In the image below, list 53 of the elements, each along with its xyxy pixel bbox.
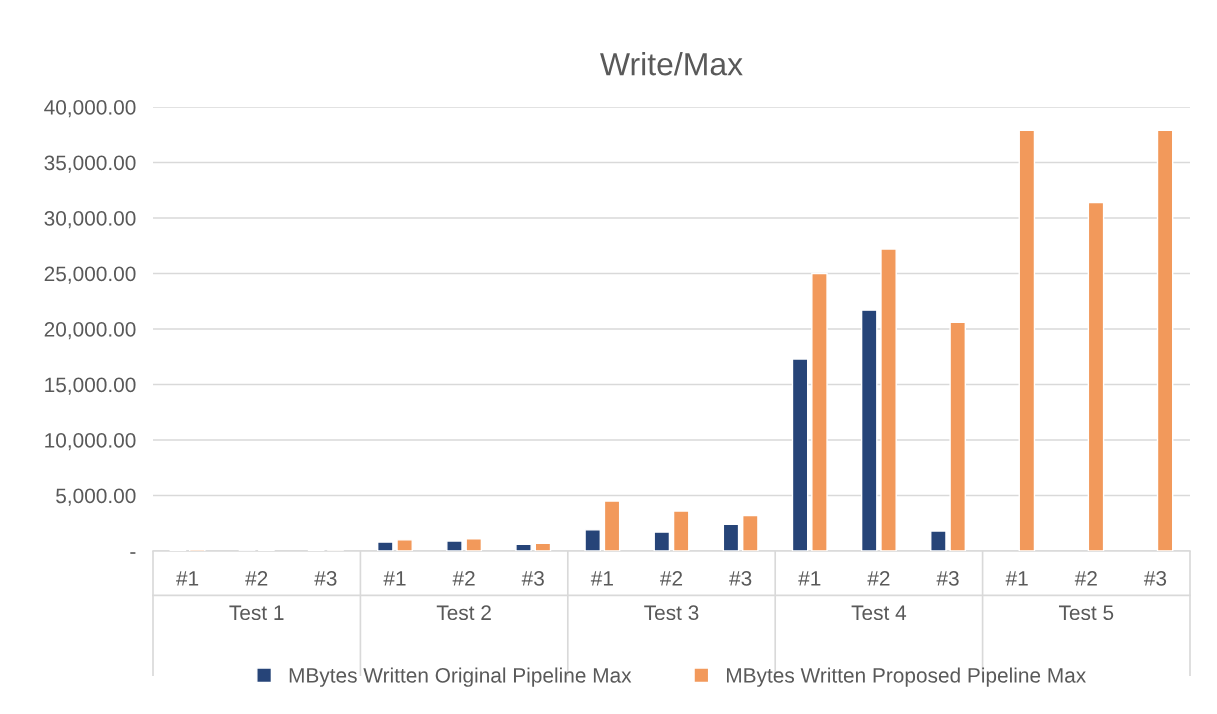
bar <box>949 321 967 551</box>
bar <box>722 523 740 551</box>
bar <box>672 510 690 551</box>
text: Test 1 <box>229 605 284 621</box>
x-tick-label: #1 <box>590 571 613 586</box>
x-tick-label: #2 <box>1074 570 1097 586</box>
x-tick-label: #2 <box>660 570 683 586</box>
bar <box>515 543 532 551</box>
x-tick-label: #1 <box>383 571 406 586</box>
bar <box>791 358 809 551</box>
y-tick-label: - <box>130 552 136 554</box>
legend-label: MBytes Written Proposed Pipeline Max <box>727 667 1086 687</box>
text: Test 4 <box>851 605 907 621</box>
y-tick-label: 5,000.00 <box>56 488 136 506</box>
bar <box>880 248 897 551</box>
bar <box>603 500 621 551</box>
y-tick-label: 30,000.00 <box>44 211 136 229</box>
bar <box>584 529 601 551</box>
x-tick-label: #3 <box>314 570 337 586</box>
x-tick-label: #3 <box>1143 570 1167 586</box>
text: Test 2 <box>436 605 491 621</box>
x-tick-label: #1 <box>1005 571 1028 586</box>
bar <box>396 539 413 551</box>
x-tick-label: #2 <box>452 570 475 586</box>
x-tick-label: #3 <box>521 570 544 586</box>
x-tick-label: #1 <box>176 571 199 586</box>
y-tick-label: 10,000.00 <box>45 433 136 451</box>
bar <box>742 514 759 551</box>
bar <box>465 538 483 551</box>
y-tick-label: 25,000.00 <box>44 266 136 284</box>
x-tick-label: #3 <box>936 570 959 586</box>
bar <box>376 541 394 551</box>
bar <box>1087 201 1105 551</box>
x-tick-label: #1 <box>798 571 821 586</box>
x-tick-label: #2 <box>867 570 890 586</box>
text: Test 3 <box>644 605 699 621</box>
bar <box>860 309 878 551</box>
bar <box>930 530 947 551</box>
bar <box>1156 129 1174 551</box>
bar <box>446 540 463 551</box>
y-tick-label: 35,000.00 <box>44 155 136 173</box>
y-tick-label: 40,000.00 <box>44 100 136 118</box>
text: Test 5 <box>1058 605 1114 621</box>
bar <box>811 272 828 551</box>
x-tick-label: #3 <box>729 570 752 586</box>
x-tick-label: #2 <box>245 570 268 586</box>
y-tick-label: 15,000.00 <box>45 377 136 395</box>
chart-title: Write/Max <box>600 52 743 76</box>
legend-label: MBytes Written Original Pipeline Max <box>289 667 632 687</box>
bar <box>1018 129 1036 551</box>
y-tick-label: 20,000.00 <box>44 322 136 340</box>
bar <box>653 531 671 551</box>
bar <box>534 542 552 551</box>
